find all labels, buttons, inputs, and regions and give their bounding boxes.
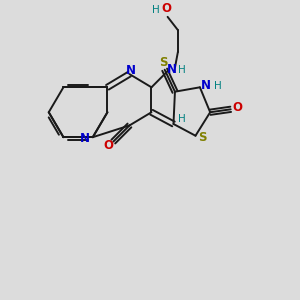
Text: O: O bbox=[161, 2, 171, 15]
Text: O: O bbox=[103, 140, 113, 152]
Text: S: S bbox=[159, 56, 167, 69]
Text: H: H bbox=[152, 4, 159, 14]
Text: H: H bbox=[178, 114, 186, 124]
Text: S: S bbox=[198, 131, 206, 144]
Text: H: H bbox=[214, 81, 221, 91]
Text: N: N bbox=[201, 79, 212, 92]
Text: N: N bbox=[167, 63, 177, 76]
Text: O: O bbox=[232, 101, 242, 114]
Text: N: N bbox=[80, 132, 90, 145]
Text: N: N bbox=[126, 64, 136, 77]
Text: H: H bbox=[178, 65, 186, 75]
